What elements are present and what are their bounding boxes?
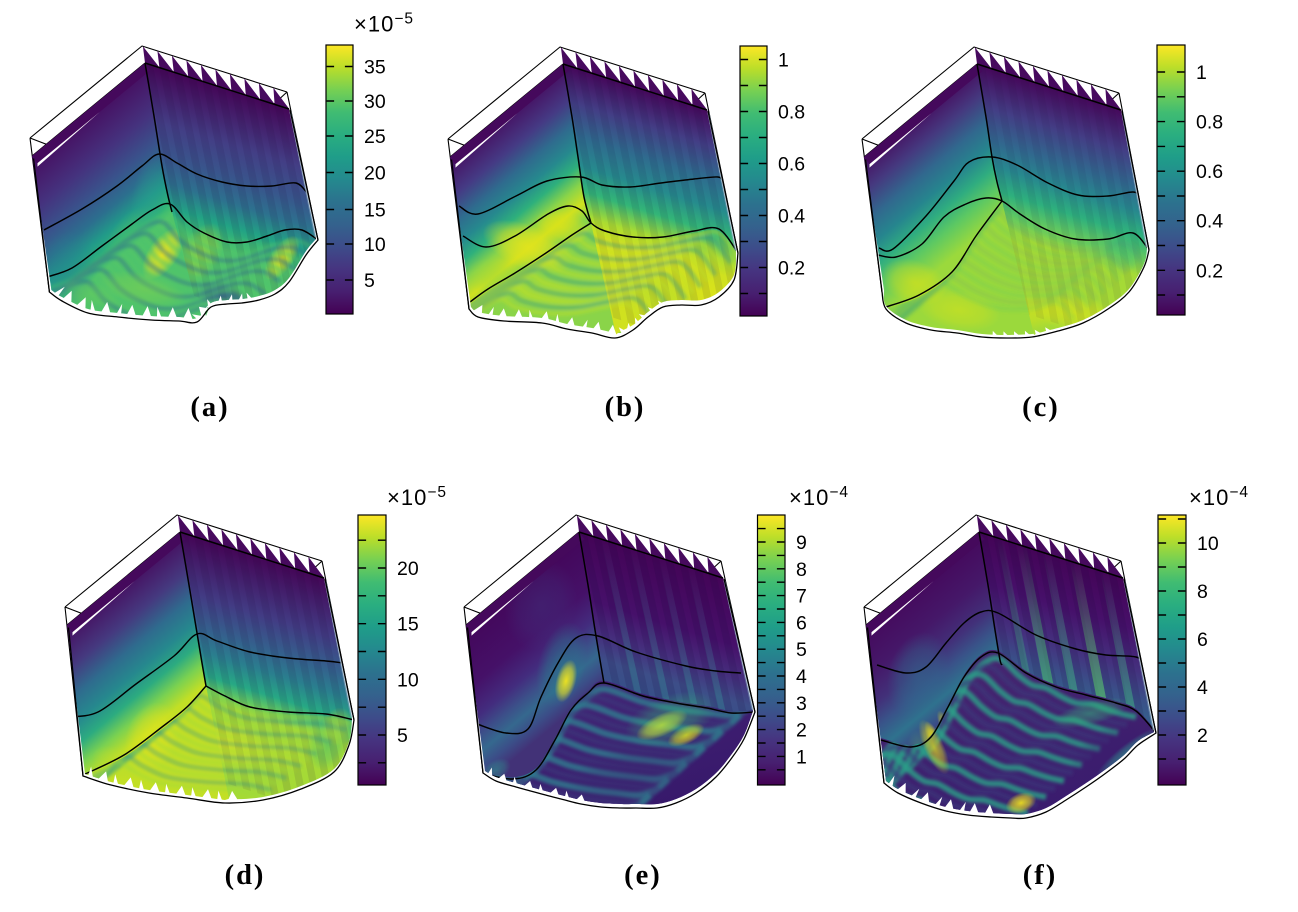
- svg-text:1: 1: [1196, 62, 1207, 84]
- svg-text:0.6: 0.6: [1196, 161, 1223, 183]
- svg-text:6: 6: [796, 612, 807, 634]
- svg-text:5: 5: [796, 639, 807, 661]
- svg-text:2: 2: [796, 720, 807, 742]
- svg-text:0.4: 0.4: [1196, 211, 1223, 233]
- svg-text:0.6: 0.6: [778, 154, 805, 176]
- svg-text:(a): (a): [190, 392, 229, 423]
- svg-text:20: 20: [364, 163, 386, 185]
- svg-text:4: 4: [796, 666, 807, 688]
- svg-text:10: 10: [397, 669, 419, 691]
- svg-text:1: 1: [778, 50, 789, 72]
- svg-text:(b): (b): [605, 392, 646, 423]
- svg-text:4: 4: [1197, 677, 1208, 699]
- svg-text:8: 8: [1197, 581, 1208, 603]
- svg-text:×10−5: ×10−5: [387, 484, 447, 510]
- svg-text:(f): (f): [1023, 860, 1057, 891]
- svg-text:5: 5: [364, 270, 375, 292]
- svg-text:2: 2: [1197, 725, 1208, 747]
- svg-text:15: 15: [397, 614, 419, 636]
- svg-text:25: 25: [364, 126, 386, 148]
- svg-text:0.2: 0.2: [778, 258, 805, 280]
- svg-text:0.2: 0.2: [1196, 260, 1223, 282]
- svg-text:9: 9: [796, 532, 807, 554]
- svg-text:(c): (c): [1022, 392, 1060, 423]
- svg-text:15: 15: [364, 200, 386, 222]
- svg-text:20: 20: [397, 558, 419, 580]
- svg-text:7: 7: [796, 586, 807, 608]
- svg-text:3: 3: [796, 693, 807, 715]
- svg-text:5: 5: [397, 725, 408, 747]
- svg-text:35: 35: [364, 57, 386, 79]
- svg-text:8: 8: [796, 559, 807, 581]
- svg-text:10: 10: [364, 234, 386, 256]
- svg-text:30: 30: [364, 91, 386, 113]
- svg-text:(d): (d): [225, 860, 266, 891]
- svg-text:(e): (e): [624, 860, 662, 891]
- svg-text:0.8: 0.8: [1196, 112, 1223, 134]
- svg-text:0.4: 0.4: [778, 206, 805, 228]
- svg-text:6: 6: [1197, 629, 1208, 651]
- svg-text:10: 10: [1197, 533, 1219, 555]
- svg-text:1: 1: [796, 746, 807, 768]
- svg-text:0.8: 0.8: [778, 102, 805, 124]
